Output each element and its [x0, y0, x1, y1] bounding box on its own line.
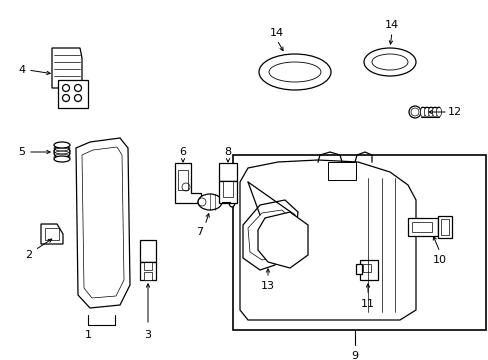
- Bar: [437, 216, 451, 238]
- Bar: [143, 262, 152, 270]
- Text: 14: 14: [384, 20, 398, 30]
- Bar: [362, 264, 370, 272]
- Ellipse shape: [427, 107, 433, 117]
- Text: 12: 12: [447, 107, 461, 117]
- Bar: [407, 218, 437, 236]
- Ellipse shape: [436, 107, 441, 117]
- Text: 2: 2: [25, 250, 33, 260]
- Polygon shape: [243, 200, 297, 270]
- Bar: [140, 240, 156, 262]
- Polygon shape: [258, 212, 307, 268]
- Ellipse shape: [259, 54, 330, 90]
- Polygon shape: [58, 80, 88, 108]
- Text: 10: 10: [432, 255, 446, 265]
- Text: 9: 9: [351, 351, 358, 360]
- Ellipse shape: [228, 197, 235, 207]
- Polygon shape: [240, 160, 415, 320]
- Polygon shape: [41, 224, 63, 244]
- Bar: [45, 228, 59, 240]
- Polygon shape: [175, 163, 201, 203]
- Text: 4: 4: [19, 65, 25, 75]
- Ellipse shape: [54, 156, 70, 162]
- Bar: [355, 264, 361, 274]
- Text: 7: 7: [196, 227, 203, 237]
- Ellipse shape: [54, 145, 70, 159]
- Ellipse shape: [198, 194, 222, 210]
- Polygon shape: [76, 138, 130, 308]
- Ellipse shape: [408, 106, 420, 118]
- Bar: [178, 170, 187, 190]
- Bar: [223, 181, 232, 197]
- Bar: [219, 163, 237, 181]
- Text: 13: 13: [261, 281, 274, 291]
- Bar: [232, 155, 485, 330]
- Text: 3: 3: [144, 330, 151, 340]
- Polygon shape: [52, 48, 82, 88]
- Bar: [140, 262, 156, 280]
- Ellipse shape: [424, 107, 428, 117]
- Text: 1: 1: [84, 330, 91, 340]
- Bar: [58, 145, 66, 159]
- Text: 6: 6: [179, 147, 186, 157]
- Bar: [440, 219, 448, 235]
- Text: 8: 8: [224, 147, 231, 157]
- Text: 11: 11: [360, 299, 374, 309]
- Bar: [359, 260, 377, 280]
- Text: 14: 14: [269, 28, 284, 38]
- Text: 5: 5: [19, 147, 25, 157]
- Ellipse shape: [431, 107, 437, 117]
- Ellipse shape: [54, 142, 70, 148]
- Ellipse shape: [363, 48, 415, 76]
- Bar: [143, 272, 152, 280]
- Bar: [219, 181, 237, 203]
- Bar: [327, 162, 355, 180]
- Ellipse shape: [420, 107, 425, 117]
- Bar: [411, 222, 431, 232]
